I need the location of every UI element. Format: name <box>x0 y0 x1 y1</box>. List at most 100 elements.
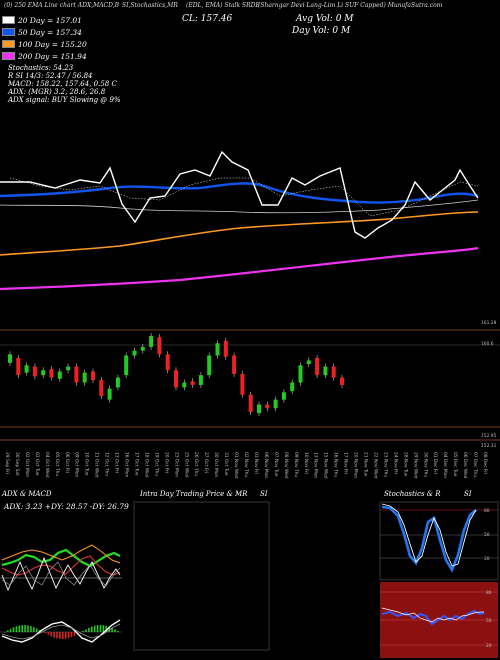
candle-body <box>66 366 71 371</box>
macd-bar <box>96 625 99 632</box>
candle-body <box>8 354 12 363</box>
macd-bar <box>47 632 50 635</box>
legend-label: 200 Day = 151.94 <box>18 51 87 61</box>
date-label: 07 Nov Tue <box>273 452 279 477</box>
stochastics-panel: 80 50 20 80 50 20 <box>379 501 499 658</box>
macd-histogram <box>4 625 119 639</box>
macd-bar <box>9 628 12 632</box>
macd-bar <box>38 630 41 632</box>
date-label: 02 Nov Thu <box>243 452 249 477</box>
date-label: 07 Dec Thu <box>472 452 478 477</box>
date-label: 15 Nov Wed <box>323 452 329 479</box>
adx-red-line <box>1 555 121 576</box>
candle-body <box>57 371 62 379</box>
stat-rsi: R SI 14/3: 52.47 / 56.84 <box>8 72 93 80</box>
legend-200-day: 200 Day = 151.94 <box>2 50 87 62</box>
date-label: 16 Nov Thu <box>333 452 339 477</box>
candle-body <box>190 381 195 385</box>
date-label: 12 Oct Thu <box>104 452 110 476</box>
ma-20-line <box>0 199 479 214</box>
date-label: 01 Nov Wed <box>233 452 239 479</box>
legend-100-day: 100 Day = 155.20 <box>2 38 87 50</box>
macd-bar <box>15 626 18 632</box>
header-line-right-b: (Sharngar Devi Lang-Lim Li SUF Capped) M… <box>258 2 443 9</box>
macd-bar <box>18 625 21 632</box>
macd-bar <box>56 632 58 639</box>
legend-swatch <box>2 28 15 36</box>
candle-body <box>91 371 95 381</box>
date-label: 28 Nov Tue <box>402 452 408 477</box>
stat-stochastics: Stochastics: 54.23 <box>8 64 74 72</box>
date-axis: 29 Sep Fri 30 Sep Sat 02 Oct Mon 03 Oct Tue… <box>4 452 488 479</box>
date-label: 29 Nov Wed <box>412 452 418 479</box>
date-label: 05 Oct Thu <box>54 452 60 476</box>
adx-panel-title: ADX & MACD <box>2 490 52 498</box>
candle-body <box>223 340 228 357</box>
date-label: 03 Nov Fri <box>253 452 259 474</box>
macd-bar <box>114 629 116 632</box>
macd-bar <box>50 632 52 637</box>
date-label: 06 Dec Wed <box>462 452 468 479</box>
legend-label: 100 Day = 155.20 <box>18 39 87 49</box>
adx-panel <box>0 544 122 643</box>
macd-bar <box>93 625 96 632</box>
stoch-panel-si: SI <box>464 490 472 498</box>
stoch-blue-line <box>381 505 477 573</box>
date-label: 30 Sep Sat <box>14 452 20 476</box>
candle-body <box>257 404 261 414</box>
candle-body <box>232 355 237 374</box>
candle-body <box>107 388 112 400</box>
moving-average-area <box>0 150 479 291</box>
date-label: 30 Oct Mon <box>213 452 219 477</box>
macd-bar <box>64 632 67 639</box>
date-label: 20 Oct Fri <box>163 452 169 473</box>
date-label: 17 Nov Fri <box>343 452 349 474</box>
stat-macd: MACD: 158.22, 157.64, 0.58 C <box>8 80 117 88</box>
date-label: 16 Oct Mon <box>124 452 130 477</box>
candle-body <box>82 372 87 383</box>
macd-bar <box>6 630 9 632</box>
date-label: 04 Dec Mon <box>442 452 448 478</box>
stoch-label-80: 80 <box>484 508 490 514</box>
date-label: 18 Oct Wed <box>143 452 149 478</box>
date-label: 29 Sep Fri <box>4 452 10 474</box>
header-line-mid: SI,Stochastics,MR <box>122 2 178 9</box>
date-label: 04 Oct Wed <box>44 452 50 478</box>
macd-bar <box>73 632 76 636</box>
header-line-left: (0) 250 EMA Line chart ADX,MACD,B <box>4 2 120 9</box>
date-label: 06 Nov Mon <box>263 452 269 478</box>
macd-signal-line <box>1 623 121 640</box>
avg-volume-label: Avg Vol: 0 M <box>296 14 354 24</box>
candle-body <box>265 404 270 409</box>
legend-label: 50 Day = 157.34 <box>18 27 82 37</box>
macd-bar <box>88 627 90 632</box>
macd-bar <box>59 632 61 639</box>
candle-body <box>273 399 278 409</box>
date-label: 06 Oct Fri <box>64 452 70 473</box>
macd-bar <box>79 632 81 633</box>
date-label: 30 Nov Thu <box>422 452 428 477</box>
candle-body <box>198 375 203 385</box>
intraday-panel-si: SI <box>260 490 268 498</box>
macd-bar <box>105 625 108 632</box>
candle-body <box>24 365 29 373</box>
candle-body <box>240 373 245 395</box>
date-label: 19 Oct Thu <box>153 452 159 476</box>
date-label: 01 Dec Fri <box>432 452 438 474</box>
macd-bar <box>85 629 87 632</box>
date-label: 24 Nov Fri <box>392 452 398 474</box>
rsi-label-20: 20 <box>486 643 492 649</box>
legend-swatch <box>2 16 15 24</box>
candle-body <box>340 377 344 385</box>
macd-bar <box>117 631 119 632</box>
date-label: 25 Oct Wed <box>183 452 189 478</box>
adx-line: ADX: (MGR) 3.2, 28.6, 26.8 <box>8 88 106 96</box>
rsi-label-80: 80 <box>486 590 492 596</box>
date-label: 03 Oct Tue <box>34 452 40 476</box>
candle-body <box>165 354 170 371</box>
ma-legend: 20 Day = 157.01 50 Day = 157.34 100 Day … <box>2 14 87 62</box>
candle-body <box>174 370 178 388</box>
legend-label: 20 Day = 157.01 <box>18 15 82 25</box>
candle-body <box>331 366 336 378</box>
